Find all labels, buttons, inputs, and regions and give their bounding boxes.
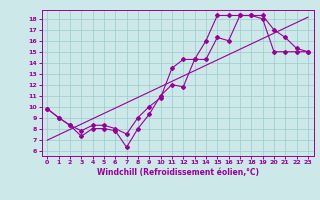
X-axis label: Windchill (Refroidissement éolien,°C): Windchill (Refroidissement éolien,°C): [97, 168, 259, 177]
